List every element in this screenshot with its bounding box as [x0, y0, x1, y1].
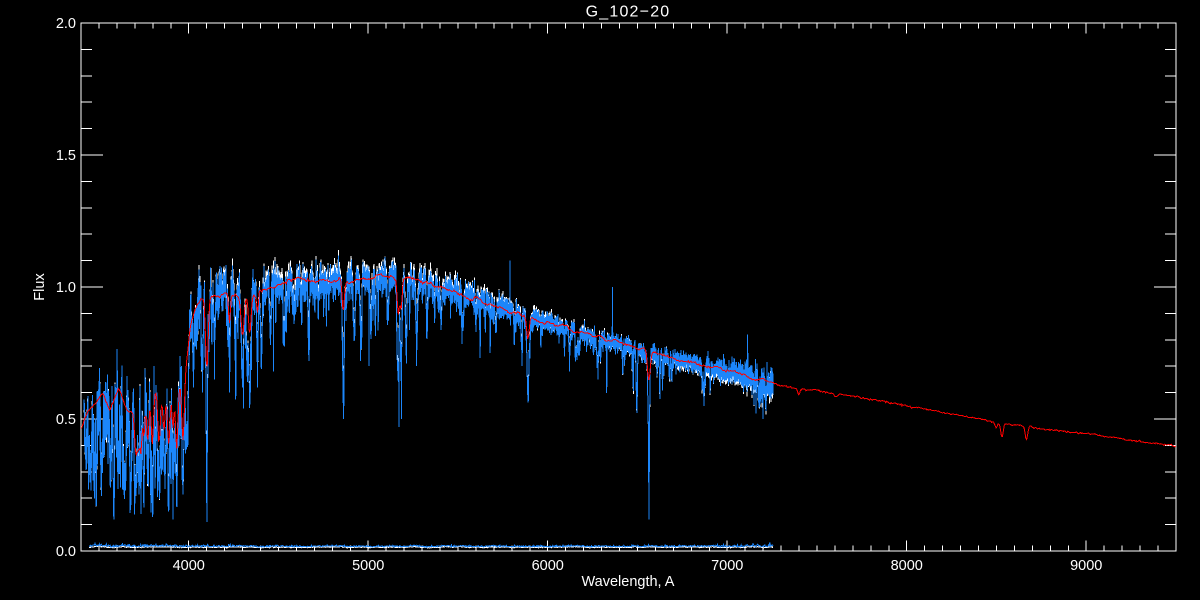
svg-text:0.5: 0.5 [56, 412, 76, 428]
svg-text:1.0: 1.0 [56, 280, 76, 296]
svg-text:6000: 6000 [532, 558, 564, 574]
svg-text:7000: 7000 [711, 558, 743, 574]
svg-text:8000: 8000 [891, 558, 923, 574]
svg-text:5000: 5000 [352, 558, 384, 574]
svg-text:9000: 9000 [1070, 558, 1102, 574]
svg-text:1.5: 1.5 [56, 148, 76, 164]
svg-text:Flux: Flux [32, 273, 48, 301]
svg-text:4000: 4000 [173, 558, 205, 574]
svg-text:2.0: 2.0 [56, 16, 76, 32]
svg-text:Wavelength, A: Wavelength, A [582, 574, 675, 590]
svg-text:G_102−20: G_102−20 [586, 4, 671, 21]
svg-text:0.0: 0.0 [56, 544, 76, 560]
